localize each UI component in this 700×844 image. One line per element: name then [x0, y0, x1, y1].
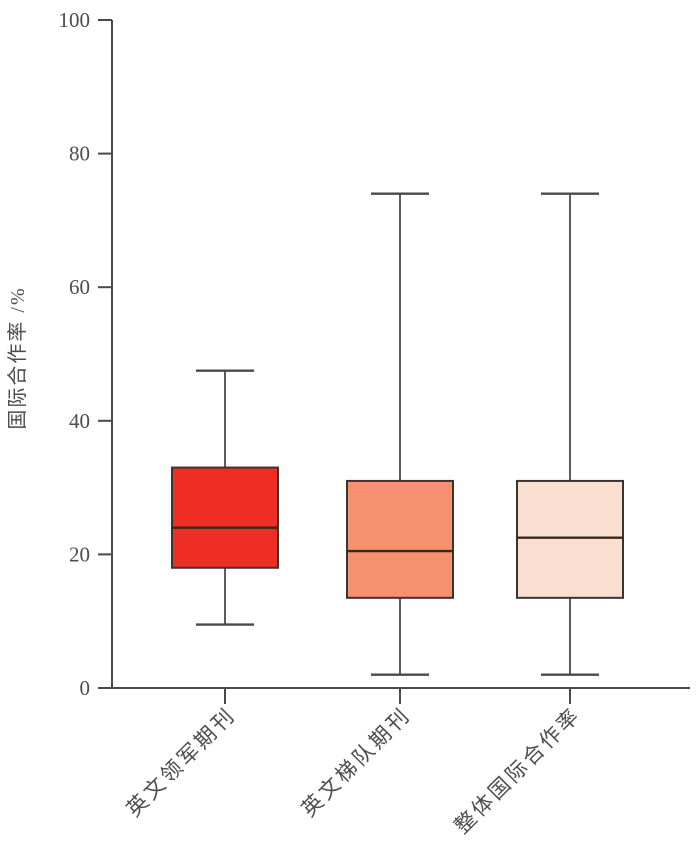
- x-category-label: 英文梯队期刊: [297, 703, 416, 822]
- y-tick-label: 40: [69, 409, 90, 433]
- x-category-label: 整体国际合作率: [450, 703, 586, 839]
- plot-area: 0 20 40 60 80 100 英文领军期刊 英文梯队期刊 整体国际合作率: [59, 8, 690, 839]
- y-tick-label: 80: [69, 142, 90, 166]
- y-axis-title: 国际合作率 /%: [6, 286, 29, 429]
- y-tick-label: 0: [80, 676, 91, 700]
- y-tick-label: 60: [69, 275, 90, 299]
- y-tick-label: 100: [59, 8, 91, 32]
- y-tick-label: 20: [69, 542, 90, 566]
- x-category-label: 英文领军期刊: [122, 703, 241, 822]
- box-rect: [171, 466, 279, 569]
- box-rect: [516, 479, 624, 599]
- box-rect: [346, 479, 454, 599]
